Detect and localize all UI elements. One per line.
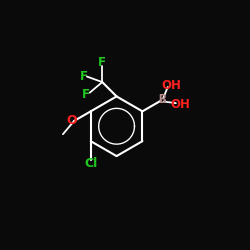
Text: F: F <box>98 56 106 69</box>
Text: F: F <box>82 88 90 101</box>
Text: B: B <box>158 93 166 106</box>
Text: OH: OH <box>162 79 182 92</box>
Text: F: F <box>80 70 88 83</box>
Text: OH: OH <box>170 98 190 111</box>
Text: Cl: Cl <box>84 158 97 170</box>
Text: O: O <box>66 114 77 128</box>
